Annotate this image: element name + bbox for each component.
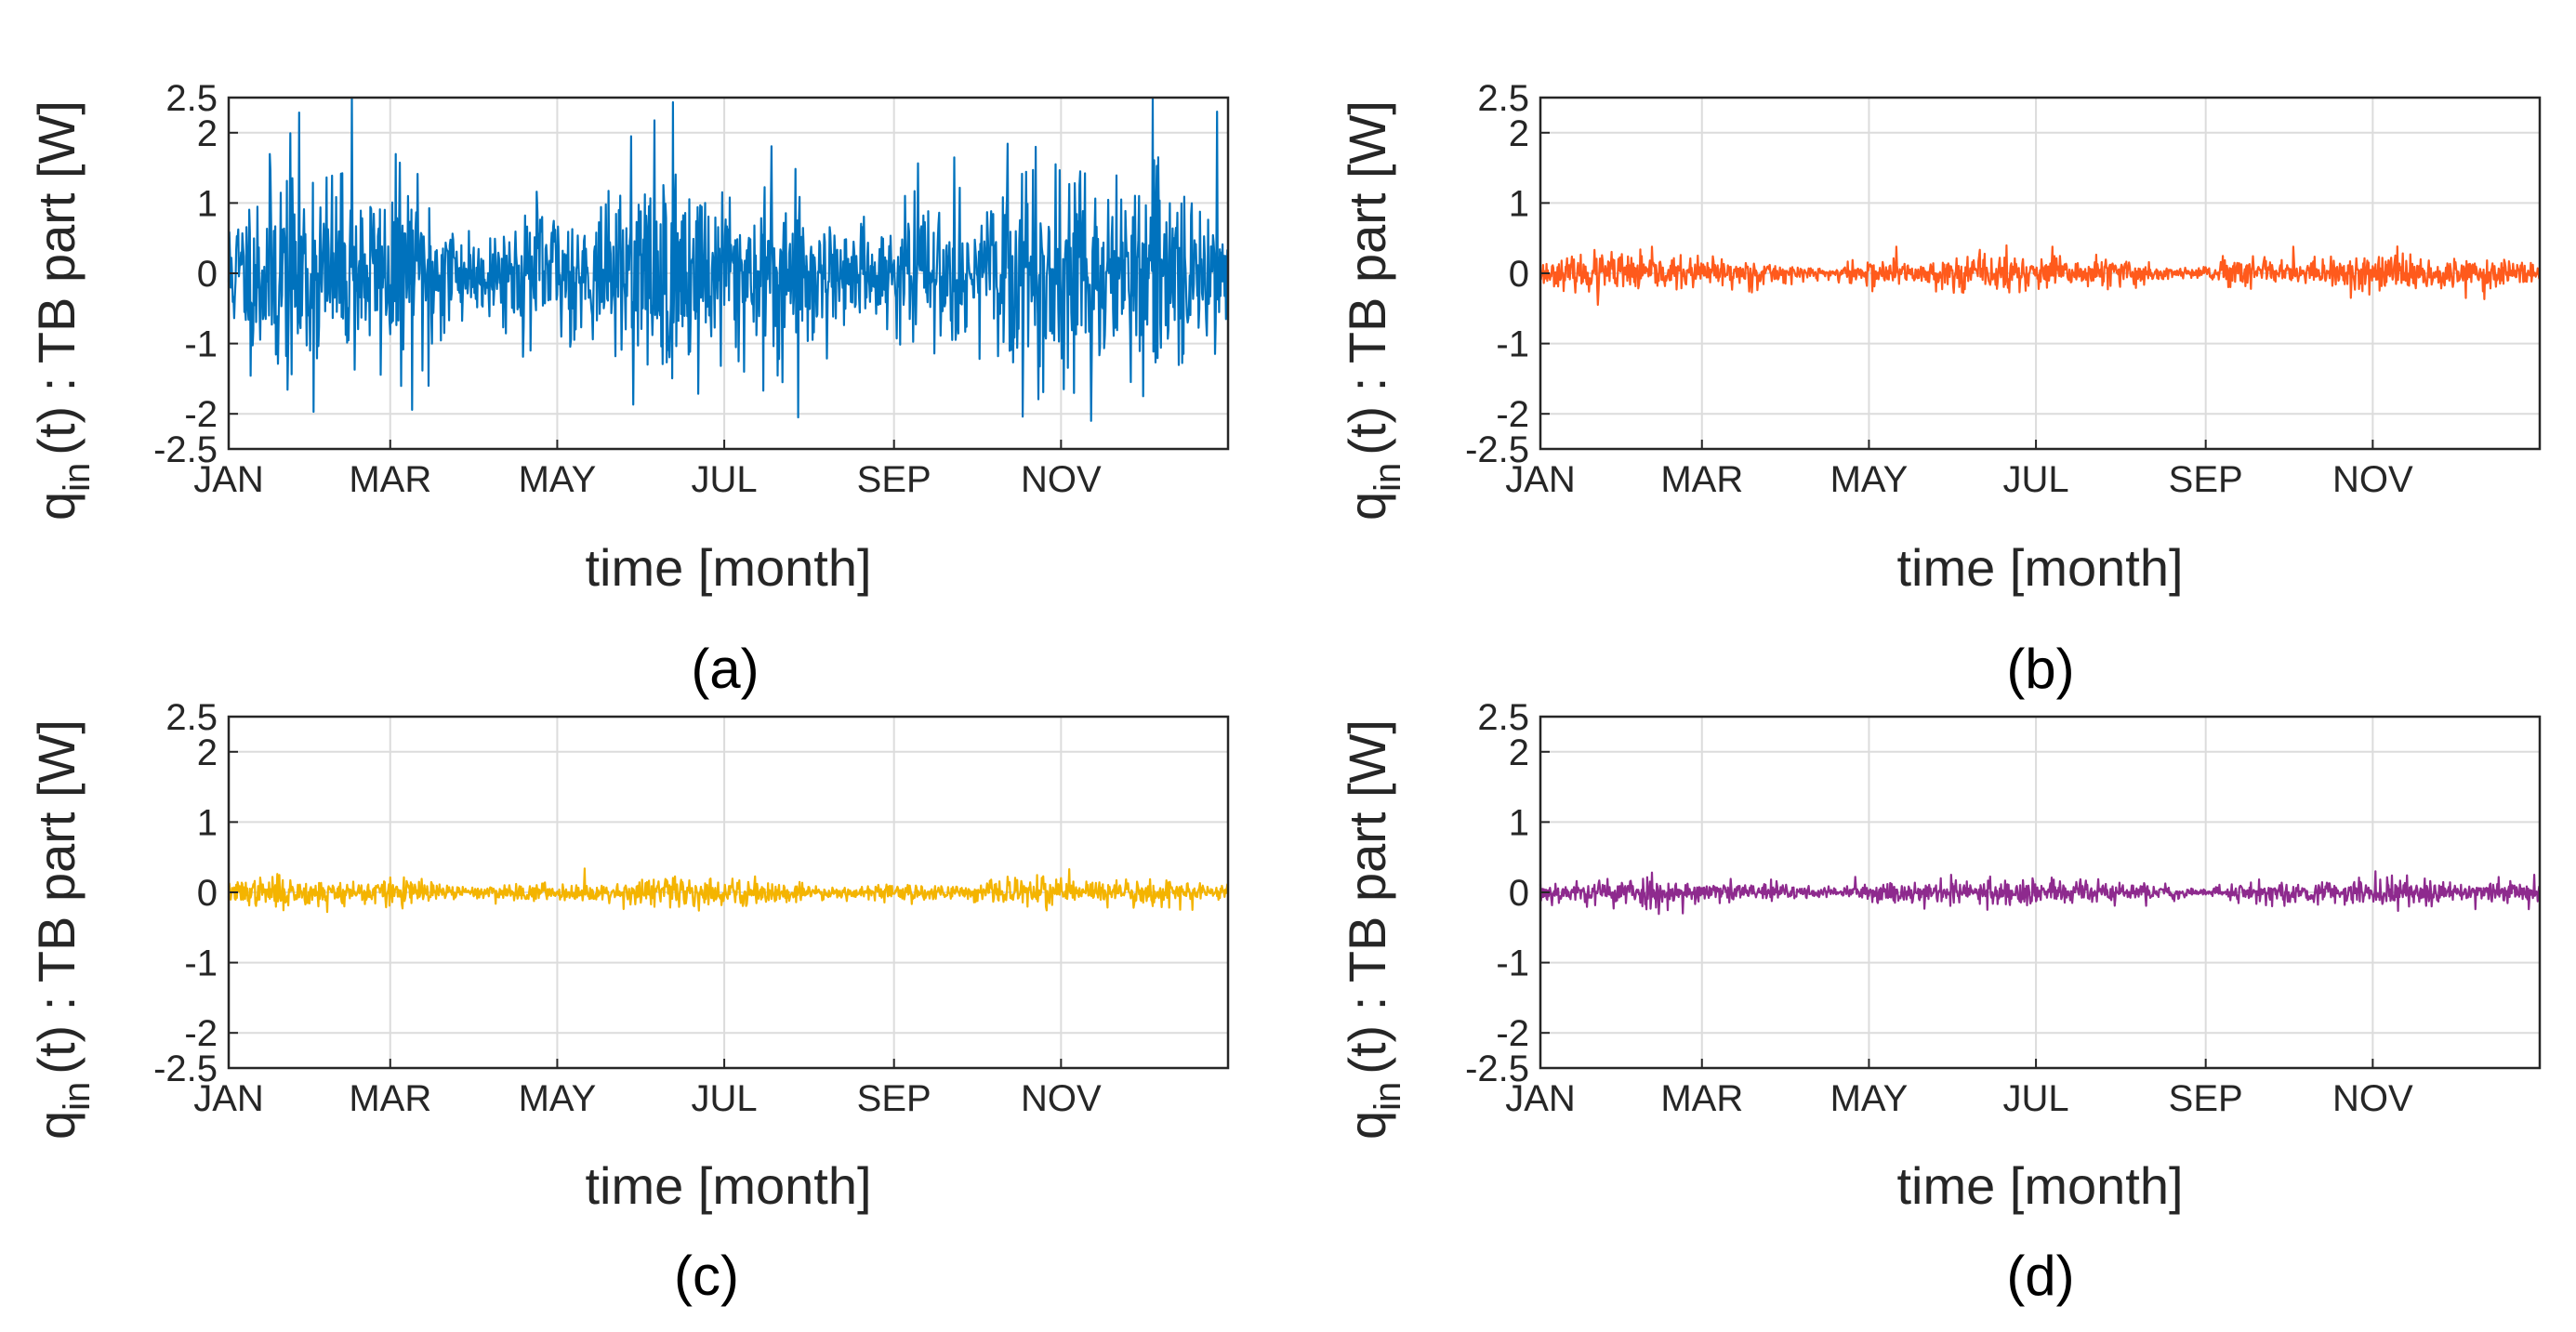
panel-label: (b): [2006, 638, 2074, 700]
y-tick-label: -2.5: [153, 1048, 218, 1089]
y-tick-label: 0: [1509, 873, 1529, 914]
y-tick-label: -2.5: [1465, 429, 1529, 470]
panel-label: (d): [2006, 1245, 2074, 1307]
y-tick-label: -1: [184, 324, 218, 365]
x-tick-label: NOV: [1021, 459, 1102, 500]
x-tick-label: JUL: [2003, 1078, 2069, 1119]
x-tick-label: MAY: [519, 459, 597, 500]
x-tick-label: NOV: [2332, 1078, 2413, 1119]
panel-label: (c): [674, 1245, 739, 1307]
x-tick-label: MAY: [1830, 459, 1909, 500]
y-axis-title-rest: (t) : TB part [W]: [1338, 719, 1396, 1075]
y-axis-title-sub: in: [57, 463, 98, 492]
x-tick-label: MAY: [1830, 1078, 1909, 1119]
y-tick-label: 1: [1509, 183, 1529, 224]
y-axis-title-main: q: [27, 1111, 86, 1140]
x-tick-label: SEP: [2169, 459, 2243, 500]
x-tick-label: JAN: [193, 459, 264, 500]
x-tick-label: NOV: [1021, 1078, 1102, 1119]
y-tick-label: -1: [1496, 943, 1529, 984]
y-axis-title: qin (t) : TB part [W]: [27, 719, 98, 1140]
y-axis-title-main: q: [1338, 492, 1396, 521]
y-tick-label: 2: [1509, 113, 1529, 154]
x-tick-label: JAN: [1505, 1078, 1576, 1119]
y-tick-label: 0: [197, 873, 218, 914]
x-axis-title: time [month]: [585, 538, 871, 597]
y-axis-title-main: q: [27, 492, 86, 521]
y-axis-title: qin (t) : TB part [W]: [1338, 719, 1408, 1140]
x-tick-label: SEP: [857, 459, 931, 500]
y-axis-title-main: q: [1338, 1111, 1396, 1140]
x-tick-label: SEP: [857, 1078, 931, 1119]
x-tick-label: NOV: [2332, 459, 2413, 500]
x-tick-label: JAN: [193, 1078, 264, 1119]
x-axis-title: time [month]: [1896, 538, 2183, 597]
series-line: [227, 96, 1230, 422]
y-tick-label: -2: [1496, 394, 1529, 435]
y-axis-title-rest: (t) : TB part [W]: [27, 100, 86, 455]
y-tick-label: -2.5: [1465, 1048, 1529, 1089]
x-tick-label: MAR: [349, 459, 431, 500]
y-tick-label: 2.5: [1477, 78, 1529, 119]
y-tick-label: 2.5: [165, 697, 218, 738]
x-tick-label: JUL: [692, 459, 758, 500]
panel-label: (a): [691, 638, 759, 700]
x-tick-label: MAY: [519, 1078, 597, 1119]
y-tick-label: 0: [1509, 254, 1529, 295]
y-tick-label: 1: [197, 802, 218, 843]
y-tick-label: -1: [1496, 324, 1529, 365]
x-axis-title: time [month]: [585, 1156, 871, 1215]
y-axis-title-sub: in: [57, 1082, 98, 1111]
y-tick-label: 1: [1509, 802, 1529, 843]
y-tick-label: 2.5: [165, 78, 218, 119]
x-tick-label: JAN: [1505, 459, 1576, 500]
y-axis-title-rest: (t) : TB part [W]: [27, 719, 86, 1075]
y-tick-label: 0: [197, 254, 218, 295]
x-tick-label: JUL: [2003, 459, 2069, 500]
y-tick-label: -2: [184, 1013, 218, 1054]
x-tick-label: MAR: [1660, 459, 1743, 500]
y-tick-label: 1: [197, 183, 218, 224]
y-tick-label: 2.5: [1477, 697, 1529, 738]
y-tick-label: 2: [197, 732, 218, 773]
y-tick-label: 2: [197, 113, 218, 154]
x-tick-label: MAR: [1660, 1078, 1743, 1119]
y-tick-label: 2: [1509, 732, 1529, 773]
y-axis-title: qin (t) : TB part [W]: [27, 100, 98, 521]
series-line: [227, 867, 1230, 914]
x-axis-title: time [month]: [1896, 1156, 2183, 1215]
y-axis-title-sub: in: [1367, 1082, 1408, 1111]
x-tick-label: SEP: [2169, 1078, 2243, 1119]
series-line: [1539, 244, 2542, 307]
y-tick-label: -2.5: [153, 429, 218, 470]
x-tick-label: MAR: [349, 1078, 431, 1119]
series-line: [1539, 870, 2541, 916]
x-tick-label: JUL: [692, 1078, 758, 1119]
y-tick-label: -2: [184, 394, 218, 435]
y-axis-title-rest: (t) : TB part [W]: [1338, 100, 1396, 455]
y-axis-title-sub: in: [1367, 463, 1408, 492]
y-tick-label: -1: [184, 943, 218, 984]
y-axis-title: qin (t) : TB part [W]: [1338, 100, 1408, 521]
y-tick-label: -2: [1496, 1013, 1529, 1054]
